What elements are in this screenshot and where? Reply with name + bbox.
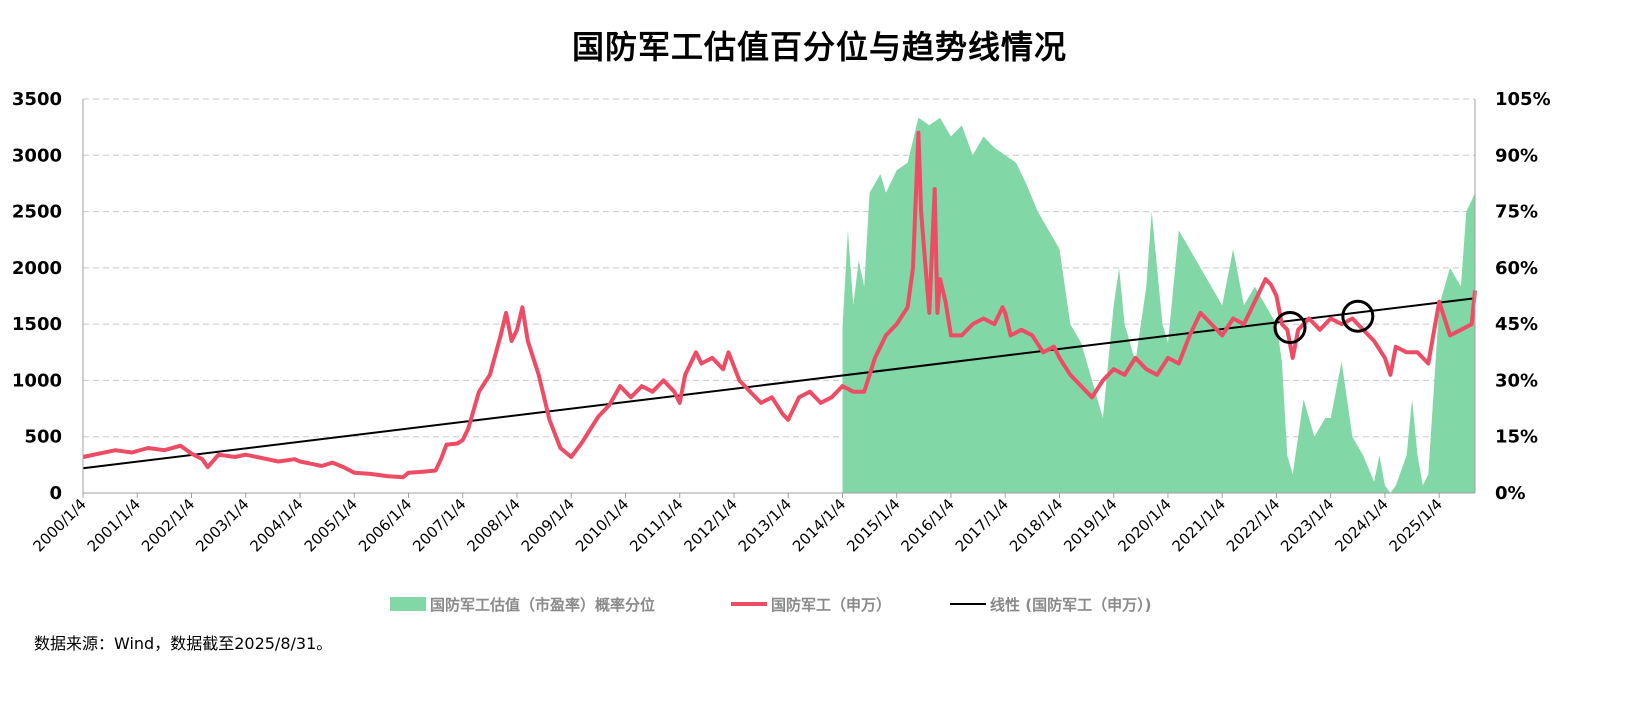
y-right-tick-label: 60% <box>1495 258 1538 279</box>
y-left-tick-label: 1000 <box>12 370 62 391</box>
x-tick-label: 2018/1/4 <box>1006 495 1066 555</box>
x-tick-label: 2012/1/4 <box>680 495 740 555</box>
x-tick-label: 2005/1/4 <box>301 495 361 555</box>
x-tick-label: 2015/1/4 <box>843 495 903 555</box>
annotations <box>1273 299 1375 345</box>
x-tick-label: 2023/1/4 <box>1277 495 1337 555</box>
x-tick-label: 2017/1/4 <box>952 495 1012 555</box>
x-tick-label: 2008/1/4 <box>463 495 523 555</box>
y-left-tick-label: 500 <box>24 427 62 448</box>
y-left-tick-label: 0 <box>49 483 62 504</box>
x-tick-label: 2013/1/4 <box>735 495 795 555</box>
source-note: 数据来源：Wind，数据截至2025/8/31。 <box>34 634 333 653</box>
x-tick-label: 2011/1/4 <box>626 495 686 555</box>
y-left-tick-label: 3000 <box>12 145 62 166</box>
x-tick-label: 2016/1/4 <box>897 495 957 555</box>
x-tick-label: 2021/1/4 <box>1169 495 1229 555</box>
y-left-tick-label: 3500 <box>12 89 62 110</box>
x-tick-label: 2020/1/4 <box>1114 495 1174 555</box>
legend: 国防军工估值（市盈率）概率分位 国防军工（申万） 线性 (国防军工（申万）) <box>390 596 1151 614</box>
y-right-tick-label: 105% <box>1495 89 1551 110</box>
legend-label-trend: 线性 (国防军工（申万）) <box>990 596 1151 614</box>
y-right-tick-label: 75% <box>1495 202 1538 223</box>
x-tick-label: 2024/1/4 <box>1331 495 1391 555</box>
y-right-tick-label: 45% <box>1495 314 1538 335</box>
y-right-tick-label: 0% <box>1495 483 1526 504</box>
x-tick-label: 2022/1/4 <box>1223 495 1283 555</box>
annotation-circle <box>1273 311 1307 345</box>
y-right-tick-label: 15% <box>1495 427 1538 448</box>
y-right-tick-label: 30% <box>1495 370 1538 391</box>
x-tick-label: 2004/1/4 <box>246 495 306 555</box>
legend-label-area: 国防军工估值（市盈率）概率分位 <box>430 596 655 614</box>
x-tick-label: 2001/1/4 <box>84 495 144 555</box>
legend-label-line: 国防军工（申万） <box>771 596 891 614</box>
trend-line <box>82 297 1476 470</box>
x-tick-label: 2009/1/4 <box>518 495 578 555</box>
y-left-tick-label: 2500 <box>12 202 62 223</box>
x-tick-label: 2003/1/4 <box>192 495 252 555</box>
index-line <box>82 130 1477 480</box>
x-tick-label: 2019/1/4 <box>1060 495 1120 555</box>
grid-lines <box>83 98 1475 438</box>
y-left-tick-label: 2000 <box>12 258 62 279</box>
x-tick-label: 2014/1/4 <box>789 495 849 555</box>
chart-title: 国防军工估值百分位与趋势线情况 <box>571 28 1067 66</box>
x-tick-label: 2007/1/4 <box>409 495 469 555</box>
x-tick-label: 2002/1/4 <box>138 495 198 555</box>
y-left-tick-label: 1500 <box>12 314 62 335</box>
x-tick-label: 2025/1/4 <box>1386 495 1446 555</box>
x-tick-label: 2006/1/4 <box>355 495 415 555</box>
y-right-tick-label: 90% <box>1495 145 1538 166</box>
x-tick-label: 2000/1/4 <box>29 495 89 555</box>
valuation-percentile-area <box>842 117 1475 494</box>
legend-swatch-area <box>390 597 426 611</box>
annotation-circle <box>1341 299 1375 333</box>
x-tick-label: 2010/1/4 <box>572 495 632 555</box>
